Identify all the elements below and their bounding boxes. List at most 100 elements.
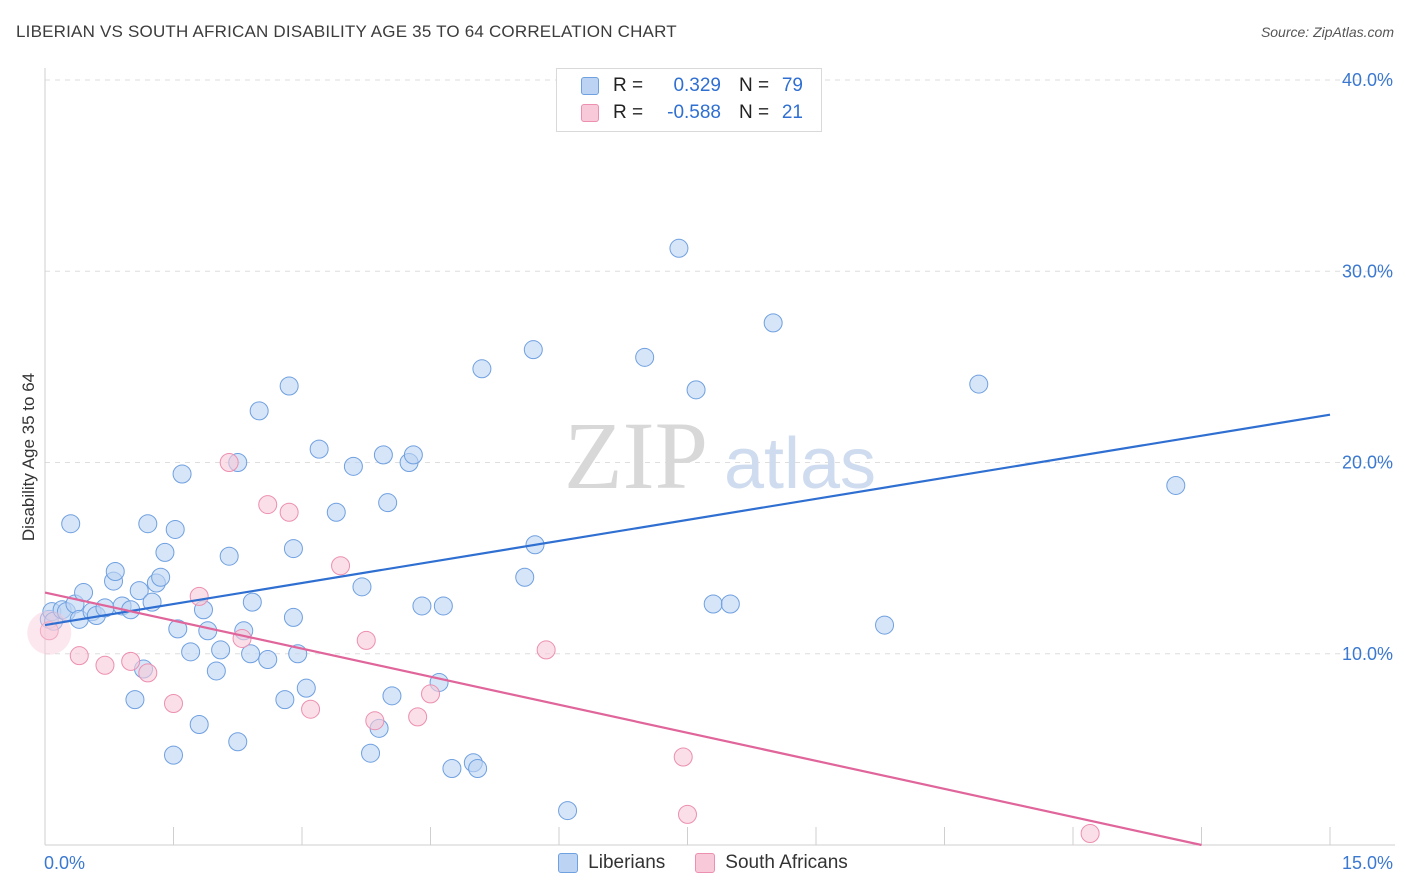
point-liberians bbox=[151, 567, 171, 587]
point-liberians bbox=[242, 592, 262, 612]
trend-line-south-africans bbox=[44, 591, 1202, 847]
point-south-africans-cluster bbox=[27, 610, 72, 655]
point-south-africans bbox=[1080, 824, 1100, 844]
point-liberians bbox=[125, 690, 145, 710]
trend-lines bbox=[44, 413, 1331, 847]
point-liberians bbox=[189, 715, 209, 735]
point-south-africans bbox=[39, 621, 59, 641]
point-liberians bbox=[181, 642, 201, 662]
stats-legend: R = 0.329 N = 79 R = -0.588 N = 21 bbox=[556, 68, 822, 132]
legend-n-value: 21 bbox=[781, 102, 803, 123]
point-south-africans bbox=[301, 699, 321, 719]
x-tick-label: 15.0% bbox=[1342, 853, 1393, 873]
point-south-africans bbox=[421, 684, 440, 704]
point-liberians bbox=[241, 644, 261, 664]
point-south-africans bbox=[95, 655, 115, 675]
series-legend: Liberians South Africans bbox=[0, 852, 1406, 874]
point-liberians bbox=[296, 678, 316, 698]
point-south-africans bbox=[408, 707, 428, 727]
point-liberians bbox=[523, 340, 543, 360]
chart-title: LIBERIAN VS SOUTH AFRICAN DISABILITY AGE… bbox=[16, 22, 677, 41]
legend-swatch-south-africans bbox=[581, 104, 599, 122]
point-liberians bbox=[378, 493, 398, 513]
point-liberians bbox=[669, 238, 689, 258]
axes bbox=[44, 68, 1395, 846]
point-liberians bbox=[249, 401, 269, 421]
point-liberians bbox=[442, 759, 462, 778]
point-south-africans bbox=[232, 628, 252, 648]
point-liberians bbox=[164, 745, 183, 765]
point-liberians bbox=[515, 567, 535, 587]
point-liberians bbox=[172, 464, 192, 484]
gridlines bbox=[45, 79, 1395, 655]
point-liberians bbox=[763, 313, 783, 333]
legend-n-label: N = bbox=[739, 75, 770, 96]
point-liberians bbox=[373, 445, 393, 465]
point-liberians bbox=[686, 380, 706, 400]
point-liberians bbox=[228, 732, 248, 752]
point-liberians bbox=[168, 619, 188, 639]
legend-n-label: N = bbox=[739, 102, 770, 123]
point-liberians bbox=[703, 594, 723, 614]
point-liberians bbox=[361, 743, 381, 763]
y-tick-label: 40.0% bbox=[1342, 70, 1393, 90]
legend-label-south-africans: South Africans bbox=[725, 852, 848, 873]
point-liberians bbox=[275, 690, 295, 710]
point-liberians bbox=[61, 514, 81, 534]
legend-r-label: R = bbox=[613, 75, 644, 96]
point-liberians bbox=[635, 347, 655, 367]
point-liberians bbox=[138, 514, 158, 534]
legend-swatch-south-africans bbox=[695, 853, 716, 873]
point-liberians bbox=[343, 456, 363, 476]
point-south-africans bbox=[673, 747, 693, 767]
point-liberians bbox=[326, 502, 346, 522]
point-south-africans bbox=[258, 495, 278, 515]
point-south-africans bbox=[69, 646, 89, 666]
point-south-africans bbox=[121, 651, 141, 671]
point-south-africans bbox=[279, 502, 299, 522]
legend-swatch-liberians bbox=[581, 77, 599, 95]
legend-item-south-africans[interactable]: South Africans bbox=[695, 852, 848, 874]
point-liberians bbox=[155, 542, 175, 562]
point-liberians bbox=[1166, 475, 1186, 495]
trend-line-liberians bbox=[44, 413, 1331, 627]
point-south-africans bbox=[536, 640, 556, 660]
point-liberians bbox=[283, 607, 303, 627]
point-south-africans bbox=[189, 586, 209, 606]
source-credit: Source: ZipAtlas.com bbox=[1260, 24, 1394, 40]
point-liberians bbox=[105, 562, 125, 582]
legend-n-value: 79 bbox=[781, 75, 803, 96]
point-liberians bbox=[219, 546, 239, 566]
watermark-atlas: atlas bbox=[724, 424, 876, 504]
point-liberians bbox=[206, 661, 226, 681]
watermark-zip: ZIP bbox=[564, 402, 708, 509]
y-tick-label: 10.0% bbox=[1342, 644, 1393, 664]
point-liberians bbox=[129, 581, 149, 601]
legend-row-liberians: R = 0.329 N = 79 bbox=[581, 73, 803, 99]
watermark: ZIP atlas bbox=[564, 402, 876, 509]
point-south-africans bbox=[164, 693, 183, 713]
point-south-africans bbox=[331, 556, 351, 576]
point-liberians bbox=[433, 596, 453, 616]
point-liberians bbox=[720, 594, 740, 614]
point-liberians bbox=[382, 686, 402, 706]
y-axis-label: Disability Age 35 to 64 bbox=[19, 373, 38, 541]
point-liberians bbox=[352, 577, 372, 597]
legend-row-south-africans: R = -0.588 N = 21 bbox=[581, 100, 803, 126]
point-liberians bbox=[558, 801, 578, 821]
y-tick-label: 30.0% bbox=[1342, 261, 1393, 281]
point-liberians bbox=[472, 359, 492, 379]
point-liberians bbox=[969, 374, 989, 394]
point-south-africans bbox=[678, 804, 697, 824]
point-liberians bbox=[211, 640, 231, 660]
legend-swatch-liberians bbox=[558, 853, 579, 873]
point-south-africans bbox=[219, 453, 239, 472]
point-liberians bbox=[165, 519, 185, 539]
point-liberians bbox=[403, 445, 423, 465]
legend-item-liberians[interactable]: Liberians bbox=[558, 852, 665, 874]
point-liberians bbox=[309, 439, 329, 459]
point-liberians bbox=[198, 621, 218, 641]
point-south-africans bbox=[138, 663, 158, 683]
x-tick-label: 0.0% bbox=[44, 853, 85, 873]
